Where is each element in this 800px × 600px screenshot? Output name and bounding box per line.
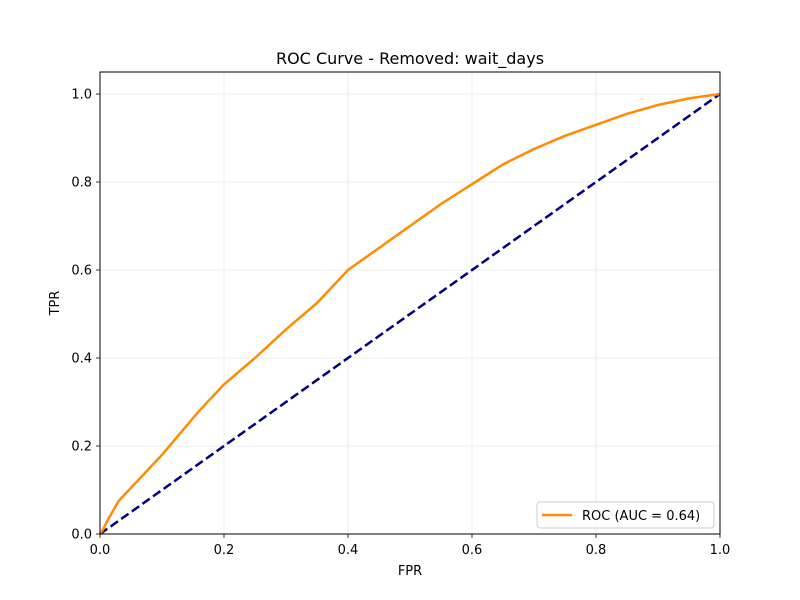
y-tick-label: 0.8 <box>71 176 92 191</box>
y-tick-label: 0.2 <box>71 440 92 455</box>
tick-layer: 0.0 0.2 0.4 0.6 0.8 1.0 0.0 0.2 0.4 0.6 0.8 1.0 <box>71 88 730 559</box>
roc-curve-line <box>98 92 721 535</box>
series-layer <box>98 92 721 536</box>
x-tick-label: 0.6 <box>462 543 483 558</box>
legend-label-roc: ROC (AUC = 0.64) <box>582 509 700 524</box>
y-axis-label: TPR <box>48 291 63 317</box>
grid-layer <box>99 72 721 535</box>
y-tick-label: 1.0 <box>71 88 92 103</box>
y-tick-label: 0.4 <box>71 352 92 367</box>
plot-frame <box>99 71 721 535</box>
x-tick-label: 0.4 <box>338 543 359 558</box>
y-tick-label: 0.6 <box>71 264 92 279</box>
x-tick-label: 1.0 <box>710 543 731 558</box>
x-axis-label: FPR <box>398 564 422 579</box>
x-tick-label: 0.8 <box>586 543 607 558</box>
x-tick-label: 0.0 <box>90 543 111 558</box>
chance-diagonal-line <box>99 92 721 536</box>
y-tick-label: 0.0 <box>71 528 92 543</box>
legend-box <box>536 501 715 529</box>
x-tick-label: 0.2 <box>214 543 235 558</box>
chart-title: ROC Curve - Removed: wait_days <box>276 49 544 69</box>
legend: ROC (AUC = 0.64) <box>536 501 715 529</box>
